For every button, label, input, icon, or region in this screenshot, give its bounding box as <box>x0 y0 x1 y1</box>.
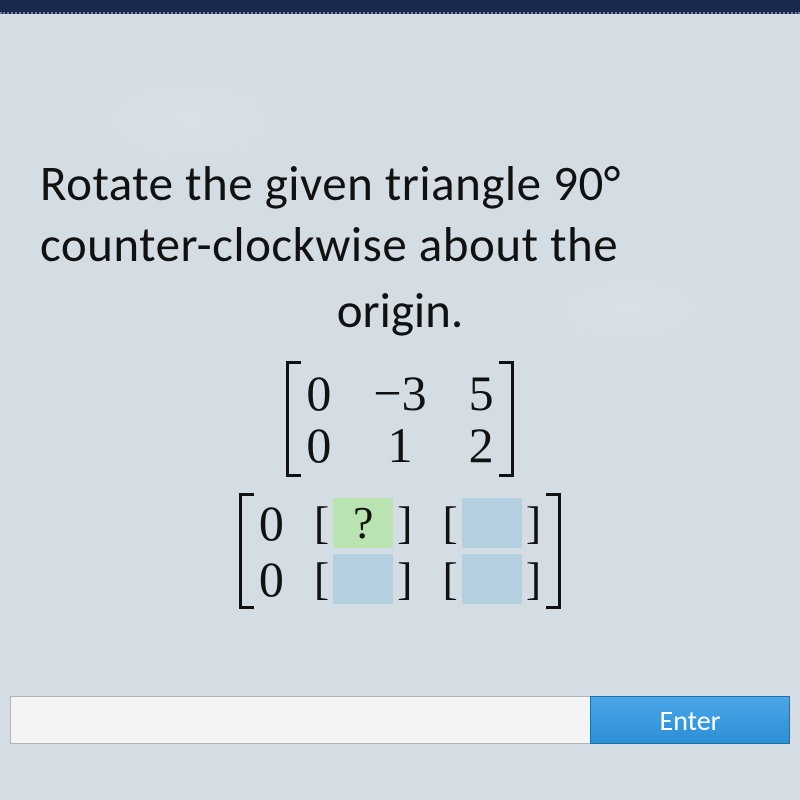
enter-button[interactable]: Enter <box>590 696 790 744</box>
question-text-line-1: Rotate the given triangle 90° <box>30 154 770 215</box>
matrix-area: 0 −3 5 0 1 2 0 [ ? ] [ <box>30 359 770 611</box>
blank-highlight-blue <box>462 498 522 548</box>
answer-matrix-grid: 0 [ ? ] [ ] 0 [ ] [ <box>253 492 547 610</box>
matrix-cell: 0 <box>306 368 331 418</box>
blank-highlight-blue <box>333 554 393 604</box>
bracket-char: [ <box>443 556 458 602</box>
bracket-char: [ <box>443 500 458 546</box>
question-text-line-2: counter-clockwise about the <box>30 215 770 276</box>
bracket-right-icon <box>547 491 565 611</box>
answer-matrix: 0 [ ? ] [ ] 0 [ ] [ <box>235 491 565 611</box>
question-panel: Rotate the given triangle 90° counter-cl… <box>0 14 800 611</box>
bracket-char: ] <box>526 500 541 546</box>
question-text-line-3: origin. <box>30 281 770 341</box>
matrix-cell: −3 <box>373 368 426 418</box>
blank-highlight-green: ? <box>333 498 393 548</box>
bracket-char: ] <box>526 556 541 602</box>
answer-input[interactable] <box>10 696 590 744</box>
bracket-char: [ <box>314 500 329 546</box>
answer-blank[interactable]: [ ] <box>443 498 542 548</box>
bracket-char: [ <box>314 556 329 602</box>
matrix-cell: 1 <box>387 420 412 470</box>
answer-blank-active[interactable]: [ ? ] <box>314 498 413 548</box>
bracket-char: ] <box>397 556 412 602</box>
matrix-cell: 0 <box>259 554 284 604</box>
matrix-cell: 0 <box>306 420 331 470</box>
blank-highlight-blue <box>462 554 522 604</box>
bracket-char: ] <box>397 500 412 546</box>
input-matrix-grid: 0 −3 5 0 1 2 <box>300 362 499 476</box>
input-matrix: 0 −3 5 0 1 2 <box>282 359 517 479</box>
bracket-left-icon <box>282 359 300 479</box>
matrix-cell: 5 <box>469 368 494 418</box>
window-top-bar <box>0 0 800 14</box>
answer-blank[interactable]: [ ] <box>314 554 413 604</box>
matrix-cell: 2 <box>469 420 494 470</box>
bracket-left-icon <box>235 491 253 611</box>
bracket-right-icon <box>500 359 518 479</box>
answer-blank[interactable]: [ ] <box>443 554 542 604</box>
answer-footer: Enter <box>10 696 790 744</box>
matrix-cell: 0 <box>259 498 284 548</box>
